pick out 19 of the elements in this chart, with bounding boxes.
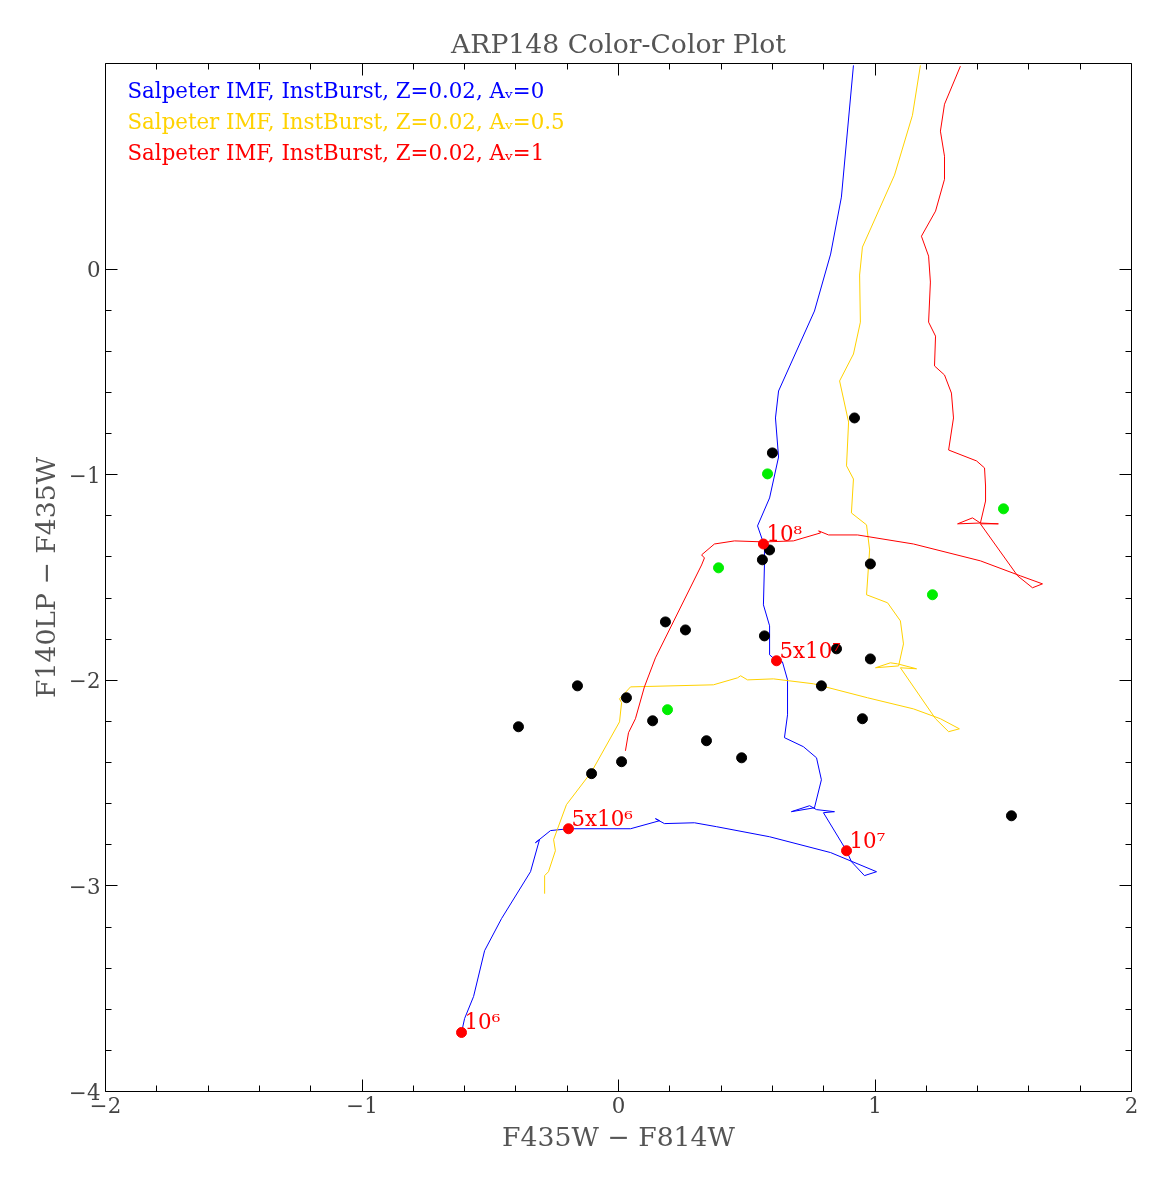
x-tick-label: 1 [868, 1092, 882, 1118]
annotation: 10⁶ [464, 1009, 501, 1035]
y-axis-title: F140LP − F435W [30, 456, 62, 699]
x-axis-title: F435W − F814W [502, 1120, 736, 1152]
annotation: 5x10⁷ [779, 637, 841, 663]
y-tick-label: 0 [86, 257, 101, 283]
y-tick-label: −2 [69, 668, 101, 694]
text: Salpeter IMF, InstBurst, Z=0.02, Aᵥ=1 [127, 139, 545, 165]
y-tick-label: −1 [69, 462, 101, 488]
annotation: 10⁷ [849, 827, 886, 853]
x-tick-label: 0 [611, 1092, 626, 1118]
x-tick-label: 2 [1124, 1092, 1139, 1118]
text: Salpeter IMF, InstBurst, Z=0.02, Aᵥ=0 [127, 77, 545, 103]
text: Salpeter IMF, InstBurst, Z=0.02, Aᵥ=0.5 [127, 108, 565, 134]
y-tick-label: −3 [69, 873, 101, 899]
annotation: 10⁸ [766, 520, 803, 546]
x-tick-label: −1 [346, 1092, 378, 1118]
chart-title: ARP148 Color-Color Plot [450, 27, 787, 59]
annotation: 5x10⁶ [571, 805, 633, 831]
